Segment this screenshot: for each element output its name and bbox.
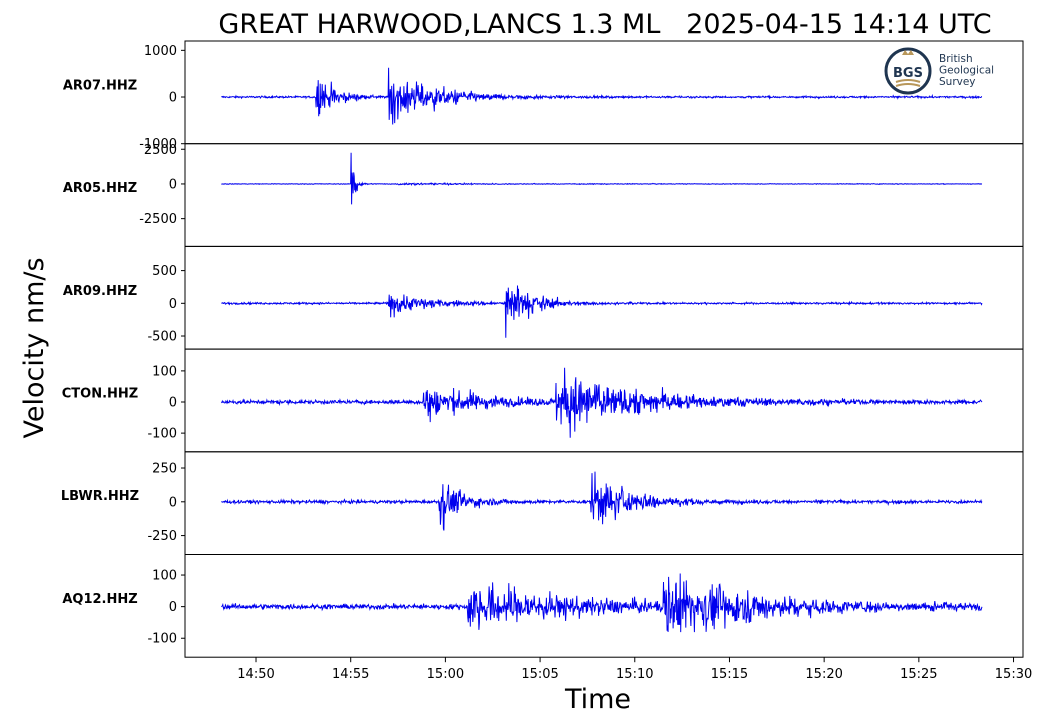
y-tick-label: -500 [147, 330, 177, 345]
waveform-trace [221, 285, 983, 338]
x-tick-label: 14:55 [332, 667, 369, 682]
station-label: AR09.HHZ [63, 284, 137, 299]
y-tick-label: 0 [169, 396, 177, 411]
logo-name-line: Geological [939, 65, 994, 77]
station-panel: 1000 0 -1000 AR07.HHZ [63, 40, 1024, 152]
y-tick-label: 0 [169, 91, 177, 106]
x-tick-label: 15:00 [427, 667, 464, 682]
chart-title: GREAT HARWOOD,LANCS 1.3 ML 2025-04-15 14… [218, 9, 991, 40]
y-tick-label: -100 [147, 632, 177, 647]
waveform-trace [221, 152, 983, 205]
y-tick-label: 1000 [144, 44, 177, 59]
x-tick-label: 15:05 [521, 667, 558, 682]
waveform-trace [221, 471, 983, 531]
y-tick-label: 0 [169, 297, 177, 312]
y-tick-label: -250 [147, 529, 177, 544]
station-panel: 2500 0 -2500 AR05.HHZ [63, 143, 1024, 247]
x-tick-label: 14:50 [237, 667, 274, 682]
panel-frame [184, 554, 1024, 658]
time-axis: 14:50 14:55 15:00 15:05 15:10 15:15 15:20 15:25… [237, 657, 1032, 682]
station-panels: 10000-1000AR07.HHZ25000-2500AR05.HHZ5000… [61, 40, 1024, 658]
x-axis-title: Time [564, 684, 631, 715]
panel-frame [184, 143, 1024, 247]
y-tick-label: -1000 [139, 137, 177, 152]
y-tick-label: 2500 [144, 143, 177, 158]
y-axis-title: Velocity nm/s [19, 257, 50, 438]
waveform-trace [221, 573, 983, 633]
y-tick-label: -2500 [139, 212, 177, 227]
x-tick-label: 15:10 [616, 667, 653, 682]
y-tick-label: 0 [169, 495, 177, 510]
station-label: LBWR.HHZ [61, 489, 139, 504]
y-tick-label: 0 [169, 177, 177, 192]
station-panel: 100 0 -100 CTON.HHZ [62, 348, 1024, 453]
y-tick-label: 100 [152, 569, 177, 584]
station-panel: 250 0 -250 LBWR.HHZ [61, 451, 1024, 555]
crown-icon [902, 50, 914, 55]
x-tick-label: 15:20 [805, 667, 842, 682]
y-tick-label: 0 [169, 600, 177, 615]
logo-name-line: Survey [939, 76, 976, 88]
station-panel: 100 0 -100 AQ12.HHZ [62, 554, 1024, 658]
station-label: AR07.HHZ [63, 78, 137, 93]
y-tick-label: 250 [152, 462, 177, 477]
y-tick-label: 500 [152, 264, 177, 279]
x-tick-label: 15:25 [900, 667, 937, 682]
logo-badge-text: BGS [893, 66, 923, 81]
waveform-trace [220, 367, 983, 438]
logo-name-line: British [939, 53, 973, 65]
x-tick-label: 15:15 [711, 667, 748, 682]
station-label: AQ12.HHZ [62, 592, 137, 607]
y-tick-label: 100 [152, 364, 177, 379]
y-tick-label: -100 [147, 427, 177, 442]
station-label: AR05.HHZ [63, 181, 137, 196]
station-label: CTON.HHZ [62, 386, 138, 401]
x-tick-label: 15:30 [995, 667, 1032, 682]
station-panel: 500 0 -500 AR09.HHZ [63, 245, 1024, 350]
logo-wave-icon [895, 79, 921, 87]
panel-frame [184, 245, 1024, 350]
waveform-trace [221, 67, 983, 125]
